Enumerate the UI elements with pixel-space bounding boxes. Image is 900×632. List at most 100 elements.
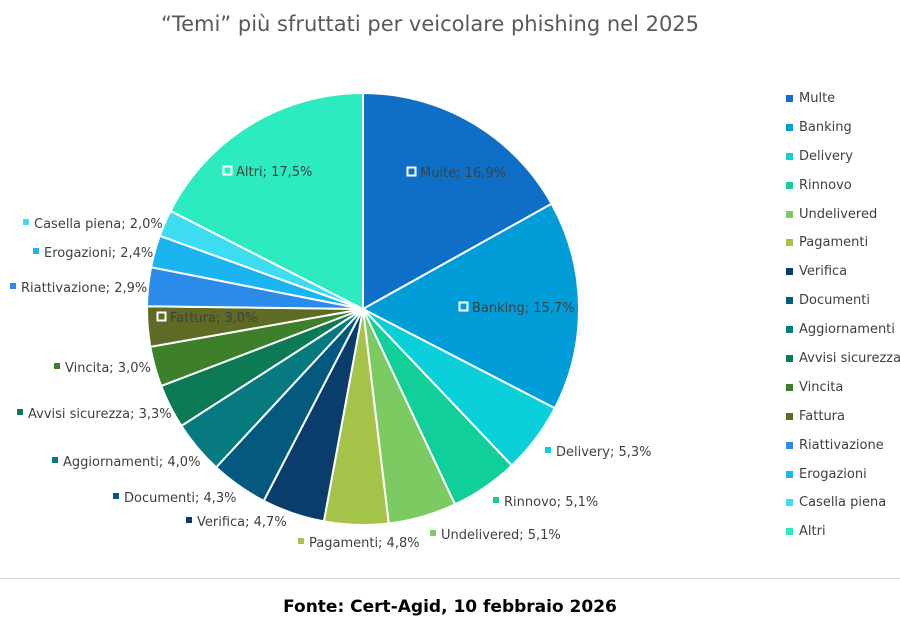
legend-label: Documenti — [799, 293, 870, 309]
data-label-marker — [10, 283, 16, 289]
legend-swatch — [786, 94, 793, 102]
legend-label: Verifica — [799, 264, 848, 280]
legend-item-fattura: Fattura — [786, 402, 900, 431]
legend-swatch — [786, 528, 793, 536]
data-label-documenti: Documenti; 4,3% — [113, 491, 237, 506]
legend-item-banking: Banking — [786, 113, 900, 142]
legend-swatch — [786, 210, 793, 218]
data-label-text: Riattivazione; 2,9% — [21, 281, 147, 296]
data-label-text: Documenti; 4,3% — [124, 491, 237, 506]
data-label-marker — [298, 538, 304, 544]
data-label-aggiornamenti: Aggiornamenti; 4,0% — [52, 455, 200, 470]
data-label-multe: Multe; 16,9% — [406, 166, 506, 181]
data-label-marker — [17, 409, 23, 415]
pie-slice-altri — [169, 91, 364, 311]
data-label-vincita: Vincita; 3,0% — [54, 361, 151, 376]
legend-item-riattivazione: Riattivazione — [786, 431, 900, 460]
legend-label: Fattura — [799, 408, 845, 424]
data-label-marker — [33, 248, 39, 254]
data-label-marker — [406, 166, 417, 177]
legend-swatch — [786, 123, 793, 131]
legend-item-verifica: Verifica — [786, 257, 900, 286]
legend-swatch — [786, 441, 793, 449]
legend-item-delivery: Delivery — [786, 142, 900, 171]
data-label-marker — [54, 363, 60, 369]
legend-item-altri: Altri — [786, 517, 900, 546]
data-label-text: Pagamenti; 4,8% — [309, 536, 420, 551]
legend-label: Undelivered — [799, 206, 878, 222]
legend-swatch — [786, 152, 793, 160]
chart-legend: Multe Banking Delivery Rinnovo Undelivered Pa… — [786, 84, 900, 546]
data-label-marker — [23, 219, 29, 225]
legend-item-aggiornamenti: Aggiornamenti — [786, 315, 900, 344]
data-label-fattura: Fattura; 3,0% — [156, 311, 258, 326]
legend-item-erogazioni: Erogazioni — [786, 460, 900, 489]
legend-item-undelivered: Undelivered — [786, 200, 900, 229]
data-label-marker — [156, 311, 167, 322]
legend-swatch — [786, 239, 793, 247]
data-label-avvisi-sicurezza: Avvisi sicurezza; 3,3% — [17, 407, 172, 422]
legend-label: Casella piena — [799, 495, 887, 511]
data-label-text: Rinnovo; 5,1% — [504, 495, 598, 510]
data-label-delivery: Delivery; 5,3% — [545, 445, 652, 460]
legend-item-rinnovo: Rinnovo — [786, 171, 900, 200]
legend-label: Vincita — [799, 379, 844, 395]
data-label-marker — [113, 493, 119, 499]
data-label-text: Verifica; 4,7% — [197, 515, 287, 530]
legend-swatch — [786, 383, 793, 391]
legend-swatch — [786, 297, 793, 305]
data-label-text: Fattura; 3,0% — [170, 311, 258, 326]
data-label-riattivazione: Riattivazione; 2,9% — [10, 281, 147, 296]
data-label-text: Altri; 17,5% — [236, 165, 312, 180]
legend-item-avvisi-sicurezza: Avvisi sicurezza — [786, 344, 900, 373]
legend-label: Avvisi sicurezza — [799, 350, 900, 366]
data-label-rinnovo: Rinnovo; 5,1% — [493, 495, 598, 510]
data-label-banking: Banking; 15,7% — [458, 301, 575, 316]
legend-item-vincita: Vincita — [786, 373, 900, 402]
legend-label: Pagamenti — [799, 235, 869, 251]
legend-label: Altri — [799, 524, 826, 540]
legend-label: Delivery — [799, 148, 853, 164]
data-label-text: Undelivered; 5,1% — [441, 528, 561, 543]
legend-item-pagamenti: Pagamenti — [786, 228, 900, 257]
data-label-marker — [430, 530, 436, 536]
data-label-text: Erogazioni; 2,4% — [44, 246, 153, 261]
data-label-text: Casella piena; 2,0% — [34, 217, 163, 232]
data-label-altri: Altri; 17,5% — [222, 165, 312, 180]
data-label-text: Avvisi sicurezza; 3,3% — [28, 407, 172, 422]
data-label-marker — [52, 457, 58, 463]
legend-label: Erogazioni — [799, 466, 867, 482]
legend-swatch — [786, 268, 793, 276]
data-label-text: Banking; 15,7% — [472, 301, 575, 316]
legend-item-documenti: Documenti — [786, 286, 900, 315]
legend-item-multe: Multe — [786, 84, 900, 113]
pie-slice-multe — [362, 91, 553, 311]
data-label-text: Aggiornamenti; 4,0% — [63, 455, 200, 470]
pie-slice-banking — [360, 202, 580, 410]
chart-title: “Temi” più sfruttati per veicolare phish… — [160, 12, 700, 36]
legend-label: Rinnovo — [799, 177, 852, 193]
data-label-verifica: Verifica; 4,7% — [186, 515, 287, 530]
legend-swatch — [786, 499, 793, 507]
legend-swatch — [786, 412, 793, 420]
legend-item-casella-piena: Casella piena — [786, 488, 900, 517]
data-label-undelivered: Undelivered; 5,1% — [430, 528, 561, 543]
data-label-marker — [493, 497, 499, 503]
source-caption: Fonte: Cert-Agid, 10 febbraio 2026 — [283, 597, 617, 617]
data-label-pagamenti: Pagamenti; 4,8% — [298, 536, 420, 551]
legend-label: Aggiornamenti — [799, 322, 895, 338]
legend-swatch — [786, 326, 793, 334]
data-label-marker — [222, 165, 233, 176]
data-label-text: Delivery; 5,3% — [556, 445, 652, 460]
legend-swatch — [786, 470, 793, 478]
legend-label: Riattivazione — [799, 437, 884, 453]
data-label-marker — [458, 301, 469, 312]
legend-label: Banking — [799, 119, 852, 135]
data-label-text: Multe; 16,9% — [420, 166, 506, 181]
data-label-erogazioni: Erogazioni; 2,4% — [33, 246, 153, 261]
data-label-text: Vincita; 3,0% — [65, 361, 151, 376]
legend-swatch — [786, 181, 793, 189]
data-label-casella-piena: Casella piena; 2,0% — [23, 217, 163, 232]
divider — [0, 578, 900, 579]
